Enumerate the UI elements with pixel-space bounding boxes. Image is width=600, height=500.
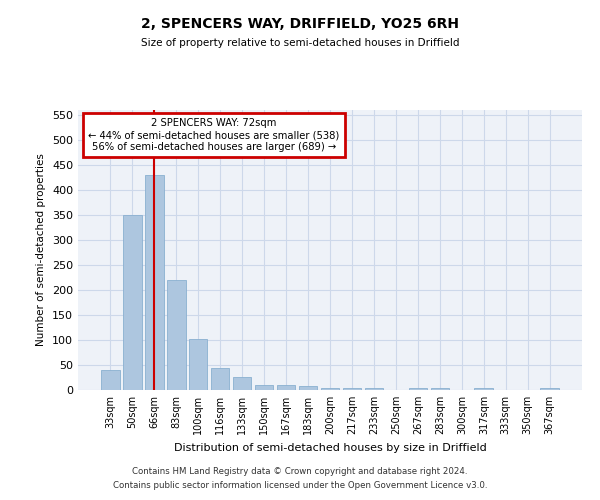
Text: 2 SPENCERS WAY: 72sqm
← 44% of semi-detached houses are smaller (538)
56% of sem: 2 SPENCERS WAY: 72sqm ← 44% of semi-deta… <box>88 118 340 152</box>
Bar <box>167 280 185 390</box>
Y-axis label: Number of semi-detached properties: Number of semi-detached properties <box>37 154 46 346</box>
Bar <box>475 388 493 390</box>
Bar <box>255 385 274 390</box>
Bar <box>189 339 208 390</box>
Text: 2, SPENCERS WAY, DRIFFIELD, YO25 6RH: 2, SPENCERS WAY, DRIFFIELD, YO25 6RH <box>141 18 459 32</box>
Bar <box>277 385 295 390</box>
Bar <box>431 388 449 390</box>
Bar <box>320 388 340 390</box>
Bar <box>365 388 383 390</box>
Bar <box>343 388 361 390</box>
Bar <box>123 215 142 390</box>
X-axis label: Distribution of semi-detached houses by size in Driffield: Distribution of semi-detached houses by … <box>173 442 487 452</box>
Bar <box>211 368 229 390</box>
Bar <box>541 388 559 390</box>
Bar <box>101 370 119 390</box>
Bar <box>409 388 427 390</box>
Text: Contains public sector information licensed under the Open Government Licence v3: Contains public sector information licen… <box>113 481 487 490</box>
Bar <box>299 386 317 390</box>
Bar <box>233 376 251 390</box>
Text: Contains HM Land Registry data © Crown copyright and database right 2024.: Contains HM Land Registry data © Crown c… <box>132 468 468 476</box>
Bar <box>145 175 164 390</box>
Text: Size of property relative to semi-detached houses in Driffield: Size of property relative to semi-detach… <box>141 38 459 48</box>
